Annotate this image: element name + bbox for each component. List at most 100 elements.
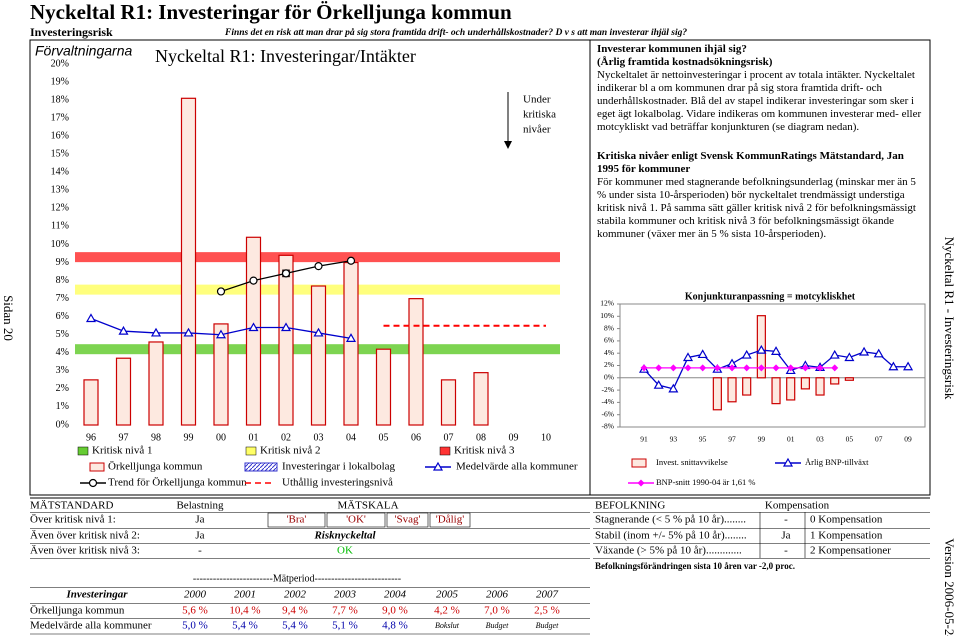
bar	[278, 254, 294, 426]
heading: Kritiska nivåer enligt Svensk KommunRati…	[597, 150, 904, 175]
legend-label: Medelvärde alla kommuner	[456, 461, 578, 473]
table-cell: Växande (> 5% på 10 år).............	[595, 545, 742, 557]
x-tick-label: 07	[444, 432, 454, 443]
legend-label: Kritisk nivå 2	[260, 445, 321, 457]
point	[757, 364, 765, 372]
legend-label: Investeringar i lokalbolag	[282, 461, 396, 473]
point	[281, 269, 291, 278]
bar	[180, 97, 197, 426]
point	[873, 348, 884, 358]
table-cell: 5,4 %	[282, 620, 308, 632]
annotation: nivåer	[523, 124, 551, 136]
point	[669, 364, 677, 372]
legend-label: Kritisk nivå 1	[92, 445, 153, 457]
table-cell: 9,0 %	[382, 605, 408, 617]
x-tick-label: 01	[249, 432, 259, 443]
y-tick-label: 8%	[604, 323, 614, 332]
y-tick-label: -2%	[602, 385, 615, 394]
bar	[786, 377, 796, 401]
y-tick-label: 3%	[56, 365, 69, 376]
x-tick-label: 06	[411, 432, 421, 443]
critical-info: Kritiska nivåer enligt Svensk KommunRati…	[597, 150, 927, 241]
table-cell: OK	[337, 545, 353, 557]
table-cell: 10,4 %	[229, 605, 260, 617]
scale-box	[429, 512, 471, 528]
legend-label: Kritisk nivå 3	[454, 445, 515, 457]
point	[844, 352, 855, 362]
table-cell: 5,0 %	[182, 620, 208, 632]
table-cell: MÄTSTANDARD	[30, 500, 114, 512]
point	[280, 322, 292, 332]
table-cell: Även över kritisk nivå 2:	[30, 530, 140, 542]
point	[829, 349, 840, 359]
text: För kommuner med stagnerande befolknings…	[597, 176, 916, 240]
annotation: Under	[523, 94, 551, 106]
bar	[375, 348, 392, 426]
table-cell: 'OK'	[346, 514, 366, 526]
legend-marker	[88, 478, 98, 488]
critical-band	[75, 252, 560, 263]
table-cell: Befolkningsförändringen sista 10 åren va…	[595, 561, 795, 571]
y-tick-label: 2%	[56, 383, 69, 394]
table-cell: Ja	[781, 530, 790, 542]
y-tick-label: 6%	[604, 336, 614, 345]
bar	[440, 379, 457, 426]
table-cell: 5,4 %	[232, 620, 258, 632]
chart-label: Förvaltningarna	[35, 43, 132, 59]
point	[741, 349, 752, 359]
x-tick-label: 99	[758, 435, 766, 444]
y-tick-label: 2%	[604, 360, 614, 369]
y-tick-label: 17%	[51, 112, 69, 123]
point	[772, 364, 780, 372]
point	[314, 262, 323, 271]
point	[787, 364, 795, 372]
table-cell: Stabil (inom +/- 5% på 10 år)........	[595, 530, 747, 542]
table-cell: -	[198, 545, 202, 557]
table-cell: Budget	[536, 621, 559, 630]
y-tick-label: 0%	[56, 419, 69, 430]
table-cell: Ja	[195, 530, 204, 542]
point	[682, 352, 694, 362]
y-tick-label: 14%	[51, 167, 69, 178]
table-cell: 'Svag'	[395, 514, 421, 526]
table-cell: 1 Kompensation	[810, 530, 883, 542]
bar	[771, 377, 781, 405]
x-tick-label: 08	[476, 432, 486, 443]
table-cell: 5,6 %	[182, 605, 208, 617]
legend-swatch	[89, 462, 105, 472]
x-tick-label: 09	[509, 432, 519, 443]
point	[713, 364, 721, 372]
bar	[830, 377, 840, 385]
table-cell: 4,8 %	[382, 620, 408, 632]
table-cell: -	[784, 514, 788, 526]
x-tick-label: 98	[151, 432, 161, 443]
y-tick-label: 12%	[51, 203, 69, 214]
x-tick-label: 95	[699, 435, 707, 444]
table-cell: 2003	[334, 589, 357, 601]
point	[215, 329, 227, 339]
table-cell: Ja	[195, 514, 204, 526]
table-cell: BEFOLKNING	[595, 500, 665, 512]
plot-frame	[619, 303, 926, 428]
table-cell: 7,7 %	[332, 605, 358, 617]
bar	[245, 236, 262, 426]
point	[684, 364, 692, 372]
table-cell: 2 Kompensationer	[810, 545, 891, 557]
x-tick-label: 07	[875, 435, 883, 444]
y-tick-label: 0%	[604, 373, 614, 382]
scale-box	[386, 512, 429, 528]
y-tick-label: 4%	[56, 347, 69, 358]
subheading: (Årlig framtida kostnadsökningsrisk)	[597, 56, 773, 68]
x-tick-label: 01	[787, 435, 795, 444]
x-tick-label: 91	[640, 435, 648, 444]
y-tick-label: 8%	[56, 275, 69, 286]
annotation: kritiska	[523, 109, 556, 121]
y-tick-label: 15%	[51, 149, 69, 160]
legend-label: Årlig BNP-tillväxt	[805, 457, 869, 467]
table-cell: -	[784, 545, 788, 557]
bar	[408, 298, 424, 426]
table-cell: 4,2 %	[434, 605, 460, 617]
legend-swatch	[245, 446, 257, 456]
table-cell: 2001	[234, 589, 256, 601]
